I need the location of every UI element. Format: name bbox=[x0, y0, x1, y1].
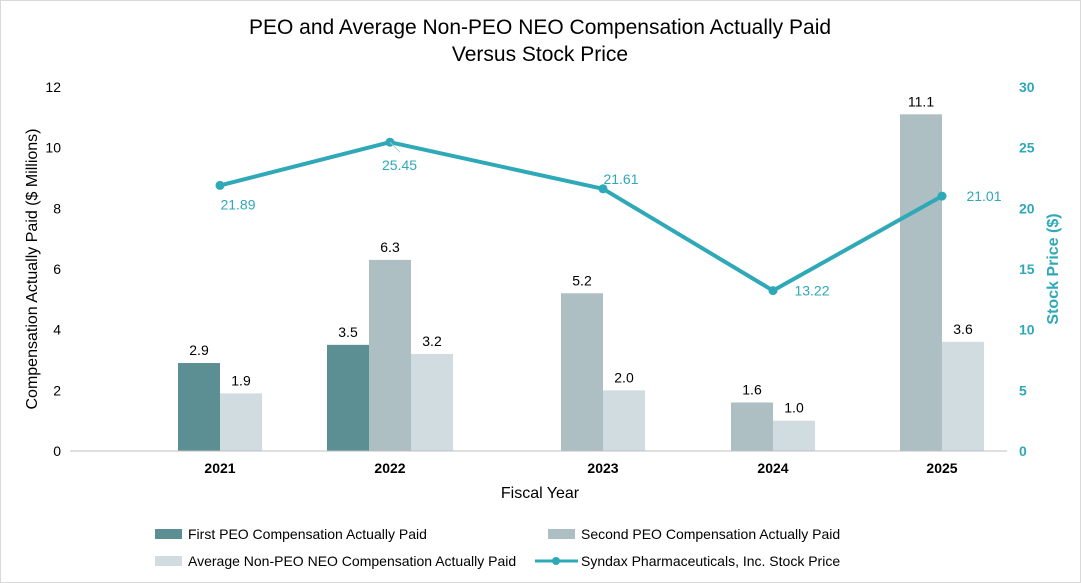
bar-value-label: 3.5 bbox=[338, 324, 358, 340]
chart-title-line: PEO and Average Non-PEO NEO Compensation… bbox=[249, 16, 831, 39]
bar-2024-s1 bbox=[731, 402, 773, 451]
y2-tick-label: 20 bbox=[1019, 200, 1035, 216]
bar-value-label: 5.2 bbox=[572, 272, 592, 288]
y-tick-label: 10 bbox=[45, 140, 61, 156]
bar-2021-s0 bbox=[178, 363, 220, 451]
x-tick-label: 2022 bbox=[374, 460, 405, 476]
label-leader-line bbox=[389, 141, 401, 153]
stock-price-line bbox=[219, 140, 943, 293]
bar-2021-s2 bbox=[220, 393, 262, 451]
legend-label: Average Non-PEO NEO Compensation Actuall… bbox=[188, 553, 516, 569]
bar-value-label: 1.6 bbox=[742, 381, 762, 397]
y2-tick-label: 10 bbox=[1019, 322, 1035, 338]
legend-swatch bbox=[548, 529, 575, 539]
stock-price-point bbox=[598, 184, 608, 194]
stock-price-point bbox=[937, 191, 947, 201]
y-tick-label: 8 bbox=[53, 200, 61, 216]
chart-title-line: Versus Stock Price bbox=[452, 43, 628, 66]
bar-2023-s2 bbox=[603, 390, 645, 451]
legend-swatch bbox=[155, 529, 182, 539]
y-tick-label: 0 bbox=[53, 443, 61, 459]
bar-2022-s0 bbox=[327, 344, 369, 451]
y2-tick-label: 0 bbox=[1019, 443, 1027, 459]
y2-axis-label: Stock Price ($) bbox=[1045, 213, 1062, 324]
stock-price-label: 13.22 bbox=[794, 283, 829, 299]
bar-value-label: 6.3 bbox=[380, 239, 400, 255]
bar-value-label: 11.1 bbox=[908, 93, 934, 109]
y-tick-label: 2 bbox=[53, 382, 61, 398]
x-axis-label: Fiscal Year bbox=[501, 485, 580, 502]
y2-tick-label: 5 bbox=[1019, 382, 1027, 398]
bar-value-label: 1.0 bbox=[784, 400, 804, 416]
x-tick-label: 2025 bbox=[926, 460, 957, 476]
bar-value-label: 2.9 bbox=[189, 342, 209, 358]
y-tick-label: 12 bbox=[45, 79, 61, 95]
stock-price-label: 21.89 bbox=[220, 196, 255, 212]
stock-price-point bbox=[215, 180, 225, 190]
bar-value-label: 3.6 bbox=[953, 321, 973, 337]
legend-label: First PEO Compensation Actually Paid bbox=[188, 526, 427, 542]
y-tick-label: 6 bbox=[53, 261, 61, 277]
x-tick-label: 2021 bbox=[204, 460, 235, 476]
x-tick-label: 2024 bbox=[757, 460, 788, 476]
stock-price-label: 21.01 bbox=[966, 188, 1001, 204]
bar-2022-s2 bbox=[411, 353, 453, 451]
x-tick-label: 2023 bbox=[587, 460, 618, 476]
y-tick-label: 4 bbox=[53, 322, 61, 338]
stock-price-label: 25.45 bbox=[382, 157, 417, 173]
bar-value-label: 3.2 bbox=[422, 333, 442, 349]
y-axis-label: Compensation Actually Paid ($ Millions) bbox=[24, 128, 41, 409]
bar-2023-s1 bbox=[561, 293, 603, 451]
bar-2025-s2 bbox=[942, 341, 984, 451]
legend-swatch bbox=[155, 556, 182, 566]
bar-2022-s1 bbox=[369, 259, 411, 451]
y2-tick-label: 25 bbox=[1019, 140, 1035, 156]
bar-2024-s2 bbox=[773, 420, 815, 451]
bar-value-label: 1.9 bbox=[231, 372, 251, 388]
bar-2025-s1 bbox=[900, 114, 942, 452]
legend-label: Syndax Pharmaceuticals, Inc. Stock Price bbox=[581, 553, 840, 569]
legend-label: Second PEO Compensation Actually Paid bbox=[581, 526, 840, 542]
y2-tick-label: 30 bbox=[1019, 79, 1035, 95]
bar-value-label: 2.0 bbox=[614, 369, 634, 385]
stock-price-point bbox=[768, 286, 778, 296]
y2-tick-label: 15 bbox=[1019, 261, 1035, 277]
legend-marker bbox=[552, 557, 560, 565]
stock-price-label: 21.61 bbox=[603, 171, 638, 187]
